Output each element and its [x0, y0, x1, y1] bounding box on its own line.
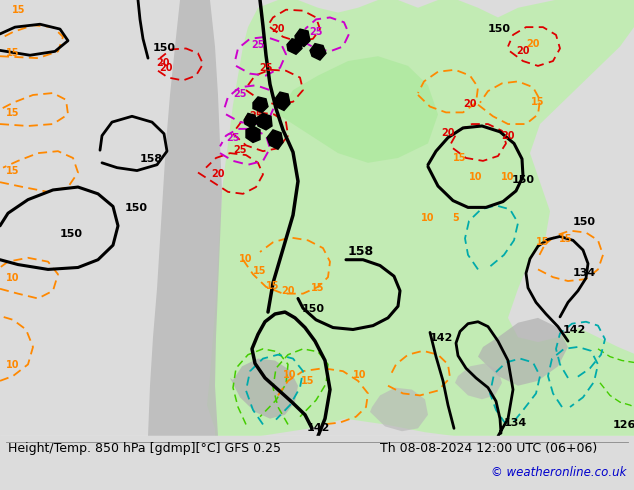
Text: 15: 15 [301, 376, 314, 386]
Text: 25: 25 [251, 41, 265, 50]
Polygon shape [455, 364, 502, 399]
Text: 15: 15 [311, 283, 325, 293]
Text: 25: 25 [226, 133, 240, 144]
Text: 20: 20 [156, 58, 170, 68]
Text: 10: 10 [501, 172, 515, 182]
Polygon shape [370, 388, 428, 431]
Text: 15: 15 [453, 153, 467, 163]
Polygon shape [230, 359, 298, 418]
Text: Height/Temp. 850 hPa [gdmp][°C] GFS 0.25: Height/Temp. 850 hPa [gdmp][°C] GFS 0.25 [8, 441, 281, 455]
Polygon shape [207, 0, 634, 436]
Text: 20: 20 [526, 39, 540, 49]
Text: 25: 25 [249, 111, 262, 121]
Polygon shape [310, 44, 326, 60]
Text: 134: 134 [573, 268, 596, 278]
Text: 150: 150 [488, 24, 511, 34]
Polygon shape [287, 39, 302, 54]
Polygon shape [478, 318, 568, 386]
Text: 15: 15 [531, 97, 545, 107]
Text: 15: 15 [6, 167, 20, 176]
Text: 134: 134 [504, 418, 527, 428]
Text: 15: 15 [559, 234, 573, 245]
Text: 25: 25 [233, 89, 247, 99]
Text: 150: 150 [60, 229, 83, 240]
Polygon shape [253, 97, 268, 112]
Text: 150: 150 [302, 304, 325, 314]
Text: 20: 20 [441, 128, 455, 138]
Text: 158: 158 [140, 154, 163, 164]
Text: 20: 20 [271, 24, 285, 34]
Text: 20: 20 [516, 46, 530, 56]
Text: 25: 25 [309, 27, 323, 37]
Text: 10: 10 [6, 360, 20, 370]
Polygon shape [267, 130, 283, 149]
Text: 150: 150 [153, 43, 176, 53]
Text: 10: 10 [469, 172, 482, 182]
Text: 25: 25 [259, 63, 273, 73]
Text: 20: 20 [211, 170, 224, 179]
Text: 10: 10 [239, 254, 253, 264]
Text: 5: 5 [453, 213, 460, 223]
Text: 158: 158 [348, 245, 374, 258]
Polygon shape [278, 56, 438, 163]
Text: 20: 20 [463, 98, 477, 109]
Text: 15: 15 [536, 237, 550, 247]
Text: 150: 150 [573, 217, 596, 227]
Text: 20: 20 [281, 286, 295, 295]
Text: Th 08-08-2024 12:00 UTC (06+06): Th 08-08-2024 12:00 UTC (06+06) [380, 441, 598, 455]
Text: 142: 142 [563, 325, 586, 335]
Text: 15: 15 [6, 48, 20, 58]
Text: 142: 142 [430, 333, 453, 343]
Polygon shape [148, 0, 222, 436]
Text: 20: 20 [159, 63, 172, 73]
Text: 15: 15 [12, 4, 25, 15]
Text: 10: 10 [6, 273, 20, 283]
Text: 15: 15 [6, 108, 20, 118]
Text: 15: 15 [253, 266, 267, 276]
Text: 10: 10 [353, 370, 366, 380]
Polygon shape [275, 92, 290, 110]
Text: 15: 15 [266, 281, 280, 291]
Text: 10: 10 [283, 370, 297, 380]
Text: 150: 150 [512, 175, 535, 185]
Text: 10: 10 [421, 213, 435, 223]
Polygon shape [244, 113, 257, 128]
Polygon shape [295, 29, 310, 47]
Text: © weatheronline.co.uk: © weatheronline.co.uk [491, 466, 626, 479]
Text: 142: 142 [306, 423, 330, 433]
Polygon shape [246, 126, 260, 143]
Text: 126: 126 [613, 420, 634, 430]
Text: 25: 25 [233, 145, 247, 155]
Text: 20: 20 [501, 130, 515, 141]
Text: 150: 150 [125, 203, 148, 213]
Bar [0, 436, 634, 487]
Polygon shape [256, 113, 272, 130]
